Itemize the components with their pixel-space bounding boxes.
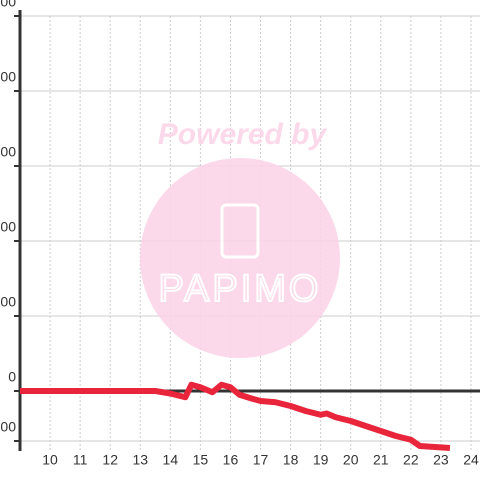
x-tick-label: 11 xyxy=(73,452,88,468)
x-tick-label: 23 xyxy=(433,452,449,468)
x-tick-label: 14 xyxy=(163,452,179,468)
watermark-text: Powered by xyxy=(158,118,328,151)
x-tick-label: 10 xyxy=(42,452,58,468)
line xyxy=(20,381,451,451)
x-tick-label: 18 xyxy=(283,452,299,468)
y-tick-label: 0 xyxy=(8,369,16,385)
watermark-logo: PAPIMO xyxy=(159,268,322,310)
x-tick-label: 20 xyxy=(343,452,359,468)
watermark: Powered by PAPIMO xyxy=(140,118,340,358)
y-tick-label: -20,000 xyxy=(0,419,16,435)
x-tick-label: 19 xyxy=(313,452,329,468)
y-tick-label: 30,000 xyxy=(0,294,16,310)
y-tick-label: 150,000 xyxy=(0,0,16,10)
x-tick-label: 16 xyxy=(223,452,239,468)
x-tick-label: 12 xyxy=(102,452,118,468)
x-tick-label: 17 xyxy=(253,452,269,468)
watermark-icon xyxy=(220,203,260,259)
x-tick-label: 15 xyxy=(193,452,209,468)
y-tick-label: 90,000 xyxy=(0,144,16,160)
x-tick-label: 22 xyxy=(403,452,419,468)
y-tick-label: 60,000 xyxy=(0,219,16,235)
x-tick-label: 21 xyxy=(373,452,389,468)
y-tick-label: 120,000 xyxy=(0,69,16,85)
x-tick-label: 24 xyxy=(463,452,479,468)
x-tick-label: 13 xyxy=(132,452,148,468)
